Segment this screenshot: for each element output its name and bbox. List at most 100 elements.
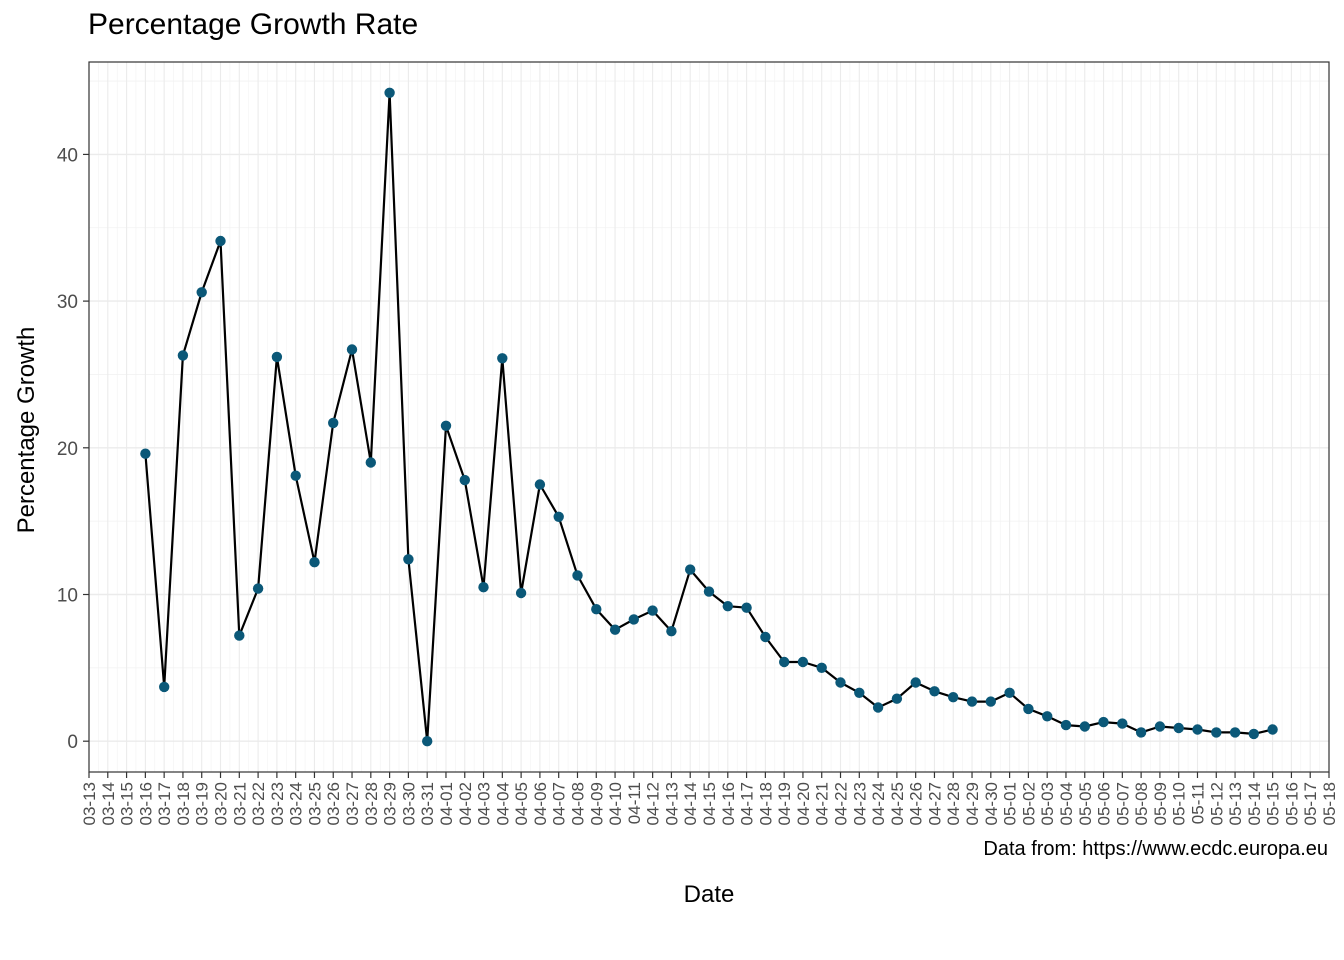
data-point [1192, 724, 1203, 735]
x-tick-label: 03-21 [230, 782, 249, 825]
series-points-group [140, 87, 1278, 747]
x-tick-label: 03-31 [418, 782, 437, 825]
data-point [271, 351, 283, 363]
x-tick-label: 03-23 [268, 782, 287, 825]
x-tick-label: 04-30 [982, 782, 1001, 825]
x-tick-label: 05-01 [1001, 782, 1020, 825]
data-point [196, 287, 207, 298]
data-source-caption: Data from: https://www.ecdc.europa.eu [983, 838, 1328, 860]
x-tick-label: 03-30 [399, 782, 418, 825]
x-tick-label: 04-15 [700, 782, 719, 825]
x-tick-label: 05-03 [1038, 782, 1057, 825]
data-point [478, 582, 489, 593]
x-tick-label: 03-17 [155, 782, 174, 825]
x-tick-label: 04-05 [512, 782, 531, 825]
x-tick-label: 03-18 [174, 782, 193, 825]
x-tick-label: 05-08 [1132, 782, 1151, 825]
x-tick-label: 04-08 [568, 782, 587, 825]
x-tick-label: 03-15 [118, 782, 137, 825]
x-tick-label: 05-04 [1057, 782, 1076, 825]
x-tick-label: 04-09 [587, 782, 606, 825]
x-tick-label: 05-15 [1264, 782, 1283, 825]
data-point [722, 601, 733, 612]
y-tick-label: 20 [57, 439, 78, 460]
data-point [948, 692, 959, 703]
x-tick-label: 04-24 [869, 782, 888, 825]
x-tick-label: 05-02 [1019, 782, 1038, 825]
x-tick-label: 04-04 [493, 782, 512, 825]
data-point [1135, 727, 1147, 738]
data-point [1079, 721, 1091, 732]
x-tick-label: 04-12 [644, 782, 663, 825]
x-tick-label: 05-13 [1226, 782, 1245, 825]
data-point [1042, 711, 1053, 722]
x-tick-label: 04-17 [738, 782, 757, 825]
data-point [760, 631, 771, 643]
x-tick-label: 04-13 [662, 782, 681, 825]
x-tick-label: 05-05 [1076, 782, 1095, 825]
x-tick-label: 04-20 [794, 782, 813, 825]
x-tick-label: 04-14 [681, 782, 700, 825]
x-tick-label: 03-26 [324, 782, 343, 825]
x-tick-label: 05-14 [1245, 782, 1264, 825]
data-point [779, 656, 790, 668]
x-tick-label: 04-11 [625, 782, 644, 824]
x-tick-label: 03-25 [305, 782, 324, 825]
x-tick-label: 05-18 [1320, 782, 1339, 825]
data-point [440, 420, 452, 431]
x-tick-label: 04-01 [437, 782, 456, 825]
x-tick-label: 05-07 [1113, 782, 1132, 825]
x-axis: 03-13 03-14 03-15 03-16 03-17 03-18 03-19 03-20… [80, 772, 1339, 825]
chart-title: Percentage Growth Rate [88, 8, 419, 41]
x-tick-label: 04-22 [832, 782, 851, 825]
data-point [666, 626, 677, 637]
data-point [854, 687, 865, 698]
x-tick-label: 04-25 [888, 782, 907, 825]
data-point [1098, 716, 1109, 728]
x-tick-label: 05-10 [1170, 782, 1189, 825]
data-point [591, 604, 602, 615]
x-tick-label: 03-13 [80, 782, 99, 825]
data-point [835, 677, 846, 688]
x-tick-label: 04-06 [531, 782, 550, 825]
x-tick-label: 03-14 [99, 782, 118, 825]
y-tick-label: 40 [57, 145, 78, 166]
data-point [309, 557, 320, 568]
x-tick-label: 03-19 [193, 782, 212, 825]
data-point [346, 344, 358, 355]
x-tick-label: 03-16 [136, 782, 155, 825]
x-tick-label: 04-28 [944, 782, 963, 825]
y-axis-title: Percentage Growth [13, 327, 40, 534]
y-axis: 0 10 20 30 40 [57, 145, 89, 753]
data-point [215, 235, 226, 247]
x-tick-label: 04-10 [606, 782, 625, 825]
data-point [966, 696, 978, 707]
x-tick-label: 03-22 [249, 782, 268, 825]
data-point [1154, 721, 1166, 732]
data-point [1004, 687, 1015, 698]
data-point [534, 479, 546, 490]
x-tick-label: 04-21 [813, 782, 832, 825]
data-point [553, 511, 564, 522]
x-tick-label: 03-29 [381, 782, 400, 825]
data-point [290, 470, 301, 481]
data-point [628, 614, 639, 625]
x-tick-label: 04-03 [475, 782, 494, 825]
data-point [891, 693, 903, 704]
data-point [1117, 718, 1128, 729]
data-point [797, 656, 809, 668]
data-point [159, 681, 170, 693]
data-point [609, 624, 621, 635]
data-point [1248, 728, 1260, 740]
data-point [1267, 724, 1278, 735]
data-point [1211, 727, 1222, 738]
x-tick-label: 04-07 [550, 782, 569, 825]
data-point [1229, 727, 1241, 738]
data-point [365, 457, 376, 468]
x-tick-label: 04-18 [756, 782, 775, 825]
x-tick-label: 03-20 [212, 782, 231, 825]
data-point [422, 736, 433, 747]
data-point [872, 702, 884, 713]
x-tick-label: 03-27 [343, 782, 362, 825]
